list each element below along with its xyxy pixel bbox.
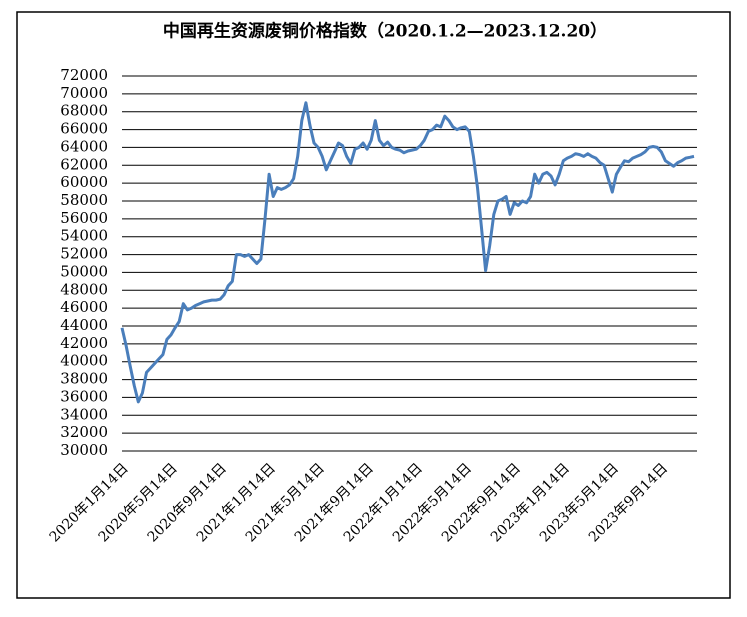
y-tick-label: 66000 bbox=[60, 120, 108, 138]
y-tick-label: 54000 bbox=[60, 227, 108, 245]
data-line bbox=[120, 101, 695, 404]
y-tick-label: 46000 bbox=[60, 298, 108, 316]
y-tick-label: 50000 bbox=[60, 262, 108, 280]
y-tick-label: 60000 bbox=[60, 173, 108, 191]
y-tick-label: 30000 bbox=[60, 441, 108, 459]
y-tick-label: 68000 bbox=[60, 102, 108, 120]
y-tick-label: 40000 bbox=[60, 352, 108, 370]
y-tick-label: 52000 bbox=[60, 245, 108, 263]
chart-title: 中国再生资源废铜价格指数（2020.1.2—2023.12.20） bbox=[163, 21, 607, 42]
chart-border bbox=[16, 11, 731, 599]
y-tick-label: 56000 bbox=[60, 209, 108, 227]
y-tick-label: 64000 bbox=[60, 137, 108, 155]
y-tick-label: 36000 bbox=[60, 387, 108, 405]
y-tick-label: 62000 bbox=[60, 155, 108, 173]
y-tick-label: 32000 bbox=[60, 423, 108, 441]
y-tick-label: 34000 bbox=[60, 405, 108, 423]
y-tick-label: 72000 bbox=[60, 66, 108, 84]
y-tick-label: 70000 bbox=[60, 84, 108, 102]
y-tick-label: 42000 bbox=[60, 334, 108, 352]
y-tick-label: 58000 bbox=[60, 191, 108, 209]
y-tick-label: 38000 bbox=[60, 370, 108, 388]
y-tick-label: 48000 bbox=[60, 280, 108, 298]
y-tick-label: 44000 bbox=[60, 316, 108, 334]
